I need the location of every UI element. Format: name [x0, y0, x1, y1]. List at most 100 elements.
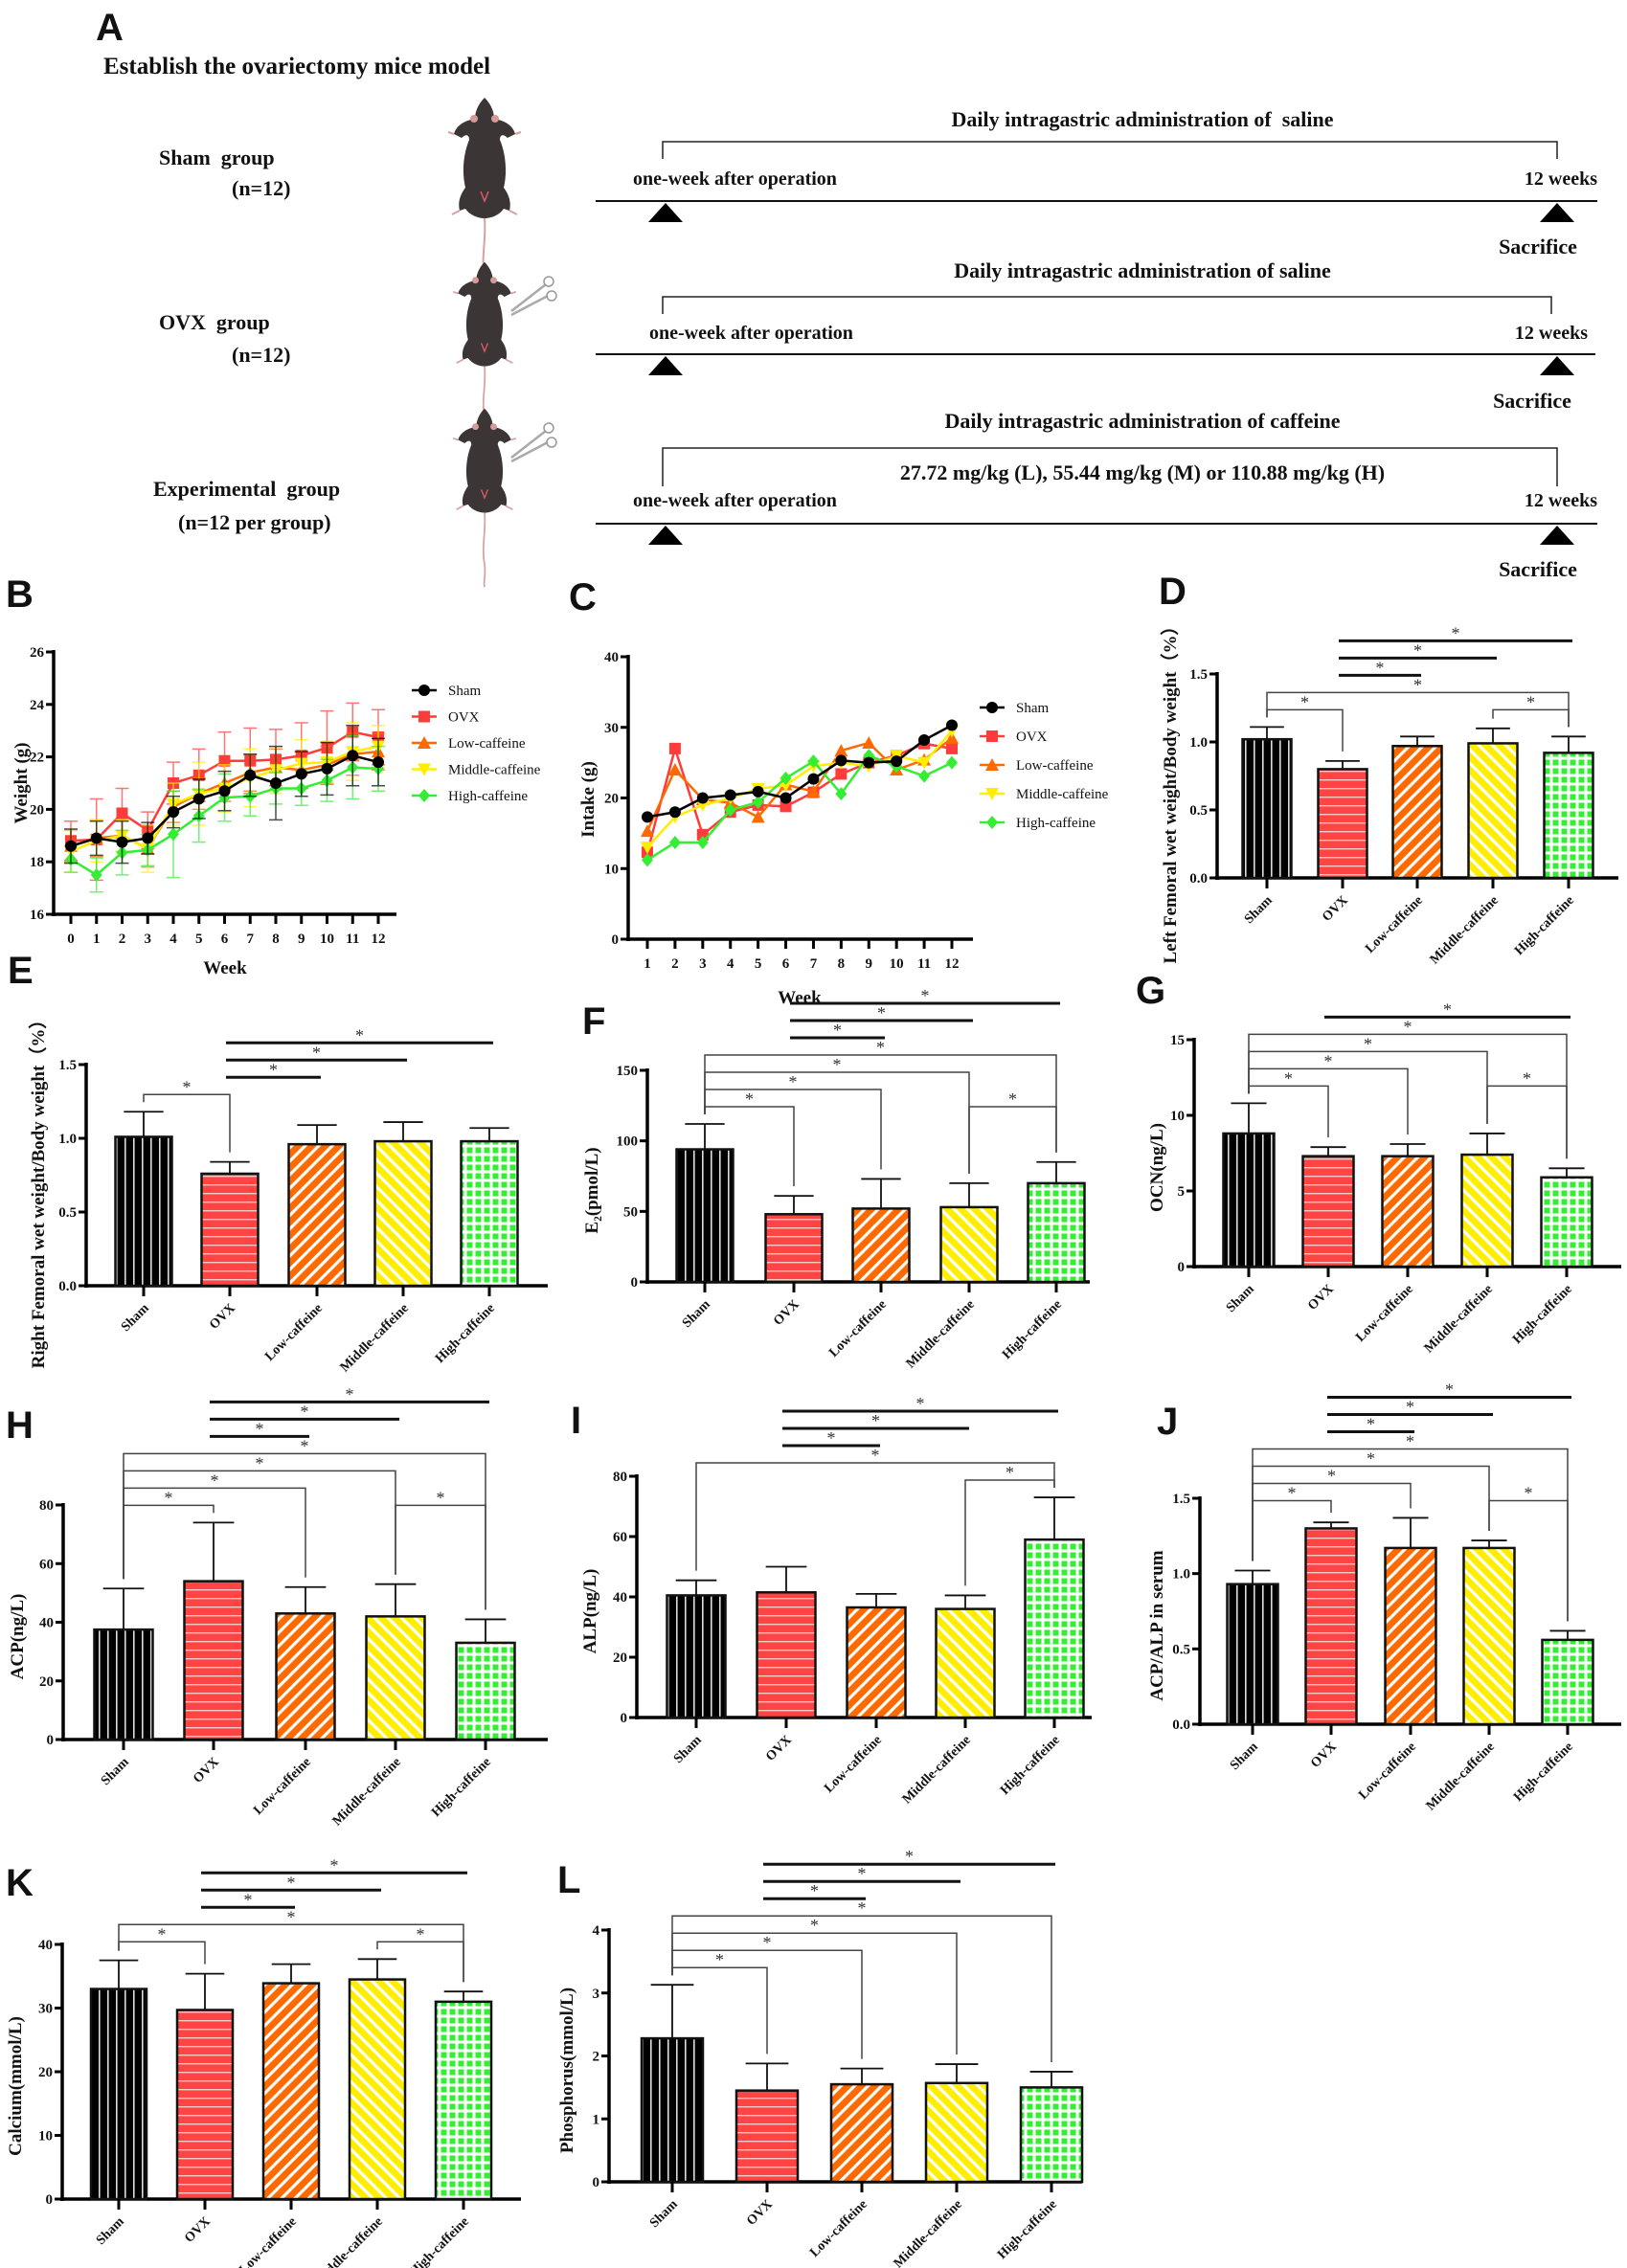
significance-bracket: *	[123, 1471, 306, 1580]
group-n-ovx: (n=12)	[232, 343, 290, 367]
y-axis-title: Calcium(mmol/L)	[6, 2016, 26, 2156]
bar-low-caffeine	[1384, 1546, 1437, 1726]
significance-star: *	[810, 1916, 819, 1935]
significance-line: *	[201, 1855, 467, 1875]
x-tick-label: OVX	[771, 1297, 802, 1329]
error-bar	[745, 2062, 789, 2091]
x-tick-label: OVX	[763, 1733, 795, 1764]
data-point	[642, 853, 653, 867]
y-axis-title: E₂(pmol/L)	[582, 1147, 602, 1233]
significance-line: *	[763, 1847, 1055, 1866]
legend-label: Low-caffeine	[448, 736, 526, 752]
panel-label-b: B	[6, 573, 34, 616]
significance-star: *	[810, 1881, 819, 1900]
significance-star: *	[1288, 1483, 1297, 1502]
significance-bracket	[123, 1487, 306, 1580]
data-point	[295, 768, 307, 780]
error-bar	[1325, 759, 1360, 770]
timeline-start: one-week after operation	[633, 168, 837, 190]
y-axis-title: ACP(ng/L)	[8, 1594, 28, 1680]
panel-label-l: L	[557, 1859, 580, 1901]
data-point	[891, 755, 903, 768]
significance-bracket	[118, 1923, 464, 1983]
timeline-experimental: Daily intragastric administration of caf…	[596, 409, 1597, 581]
error-bar	[284, 1585, 327, 1614]
y-tick-label: 0.5	[1172, 1642, 1190, 1657]
x-tick-label: OVX	[207, 1301, 238, 1333]
significance-star: *	[916, 1394, 925, 1413]
data-point	[90, 867, 102, 882]
series-sham	[642, 719, 958, 823]
y-tick-label: 0	[47, 1733, 55, 1748]
group-name-experimental: Experimental group	[153, 477, 340, 501]
x-tick-label: Sham	[1242, 893, 1276, 927]
y-axis-title: Left Femoral wet weight/Body weight（%）	[1159, 618, 1181, 964]
error-bar	[185, 1972, 225, 2010]
data-point	[642, 811, 653, 823]
y-tick-label: 40	[38, 1938, 53, 1953]
significance-bracket	[376, 1941, 464, 1983]
significance-bracket: *	[968, 1089, 1057, 1174]
bar-high-caffeine	[1540, 1176, 1593, 1269]
y-tick-label: 1.0	[58, 1132, 77, 1147]
y-tick-label: 0.5	[1189, 803, 1208, 819]
treatment-bracket	[662, 141, 1558, 159]
end-triangle-icon	[1540, 356, 1574, 375]
chart-h: H 0 20 40 60 80 Sham OVX Low-caffeine Middle-caff…	[6, 1384, 548, 1829]
x-tick-label: 8	[272, 932, 280, 947]
data-point	[244, 769, 257, 781]
significance-star: *	[921, 986, 930, 1005]
y-tick-label: 40	[39, 1616, 54, 1631]
y-tick-label: 1.5	[1189, 667, 1208, 683]
error-bar	[271, 1963, 311, 1984]
timeline-start: one-week after operation	[633, 490, 837, 511]
panel-label-f: F	[582, 1000, 605, 1043]
x-tick-label: 7	[247, 932, 255, 947]
bar-high-caffeine	[1543, 752, 1594, 880]
significance-star: *	[1284, 1068, 1293, 1088]
data-point	[807, 773, 820, 785]
significance-star: *	[763, 1933, 772, 1952]
significance-star: *	[287, 1907, 296, 1926]
significance-star: *	[244, 1890, 253, 1909]
legend-label: High-caffeine	[448, 789, 528, 804]
timeline-end: 12 weeks	[1525, 490, 1597, 511]
data-point	[321, 762, 333, 775]
legend-label: Low-caffeine	[1016, 758, 1094, 774]
significance-star: *	[256, 1419, 264, 1438]
x-tick-label: 11	[917, 956, 931, 972]
bar-sham	[675, 1148, 734, 1284]
y-axis-title: ACP/ALP in serum	[1147, 1550, 1167, 1700]
bar-low-caffeine	[1381, 1155, 1435, 1269]
data-point	[946, 742, 958, 754]
significance-bracket: *	[123, 1453, 396, 1580]
bar-ovx	[734, 2089, 800, 2184]
bar-sham	[1241, 737, 1293, 880]
y-axis-title: Right Femoral wet weight/Body weight（%）	[27, 1011, 49, 1369]
x-tick-label: Low-caffeine	[1356, 1740, 1419, 1803]
error-bar	[774, 1195, 814, 1215]
significance-star: *	[715, 1950, 724, 1969]
data-point	[918, 734, 931, 747]
y-tick-label: 10	[1170, 1109, 1185, 1124]
x-tick-label: Low-caffeine	[1353, 1282, 1416, 1345]
x-tick-label: 4	[727, 956, 734, 972]
significance-star: *	[1525, 1483, 1533, 1502]
significance-star: *	[301, 1402, 309, 1421]
significance-star: *	[871, 1411, 880, 1430]
data-point	[168, 827, 179, 842]
significance-bracket: *	[123, 1436, 486, 1610]
data-point	[946, 755, 958, 770]
x-tick-label: 1	[93, 932, 101, 947]
significance-line: *	[782, 1428, 880, 1448]
error-bar	[374, 1583, 417, 1617]
error-bar	[935, 2063, 979, 2083]
y-tick-label: 0	[612, 932, 620, 948]
x-tick-label: Sham	[647, 2197, 681, 2231]
data-point	[724, 803, 736, 818]
significance-star: *	[1406, 1397, 1414, 1416]
bar-high-caffeine	[1019, 2086, 1084, 2184]
significance-line: *	[210, 1419, 309, 1438]
significance-line: *	[1339, 658, 1421, 677]
